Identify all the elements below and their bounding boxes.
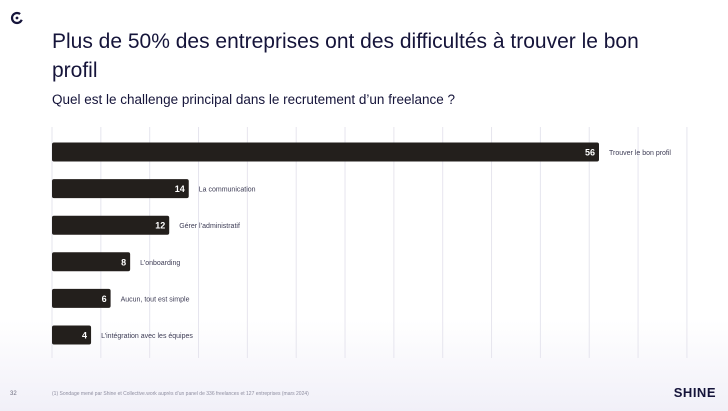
category-label: Aucun, tout est simple — [121, 296, 190, 303]
bar-value-label: 56 — [585, 148, 595, 158]
bar — [52, 325, 92, 345]
bar-value-label: 8 — [121, 257, 126, 267]
bar-value-label: 6 — [102, 294, 107, 304]
page-number: 32 — [10, 391, 17, 397]
category-label: La communication — [199, 187, 256, 194]
bar-value-label: 14 — [175, 184, 185, 194]
chart-question: Quel est le challenge principal dans le … — [52, 92, 455, 107]
bar — [52, 288, 111, 308]
bar — [52, 252, 131, 272]
category-label: L’onboarding — [140, 260, 180, 267]
bar-value-label: 4 — [82, 331, 87, 341]
bar — [52, 142, 599, 162]
category-label: L’intégration avec les équipes — [101, 333, 193, 340]
category-label: Trouver le bon profil — [609, 150, 671, 157]
source-note: (1) Sondage mené par Shine et Collective… — [52, 391, 309, 397]
bar-value-label: 12 — [155, 221, 165, 231]
shine-logo: SHINE — [673, 385, 716, 400]
bar — [52, 179, 189, 199]
category-label: Gérer l’administratif — [179, 223, 240, 230]
page-title: Plus de 50% des entreprises ont des diff… — [52, 30, 639, 82]
bar — [52, 215, 170, 235]
collective-logo-icon — [10, 11, 24, 25]
